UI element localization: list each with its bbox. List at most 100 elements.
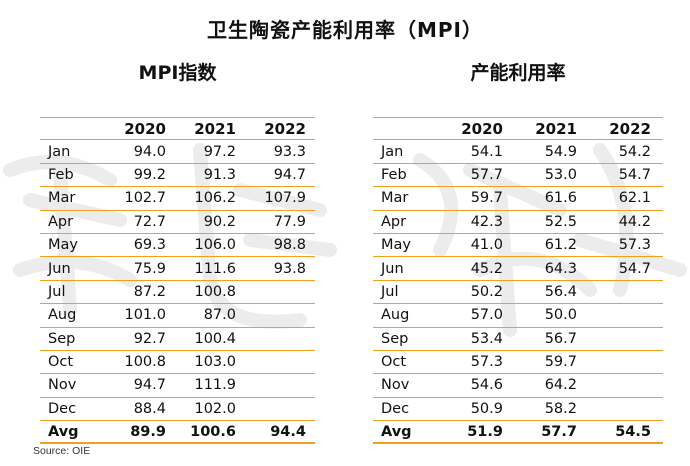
- table-row: Jun 75.9 111.6 93.8: [40, 257, 315, 281]
- month-cell: Sep: [48, 330, 76, 347]
- value-cell: 59.7: [544, 354, 577, 371]
- header-year-cell: 2021: [194, 119, 236, 138]
- table-row: Jun 45.2 64.3 54.7: [373, 257, 663, 281]
- left-table-heading: MPI指数: [138, 62, 217, 84]
- value-cell: 62.1: [618, 190, 651, 207]
- average-value-cell: 54.5: [615, 423, 651, 440]
- value-cell: 99.2: [133, 166, 166, 183]
- mpi-table: 2020 2021 2022 Jan 94.0 97.2 93.3 Feb 99.2 91.3 94…: [40, 117, 315, 445]
- table-row: Jan 94.0 97.2 93.3: [40, 140, 315, 164]
- value-cell: 97.2: [203, 143, 236, 160]
- value-cell: 91.3: [203, 166, 236, 183]
- value-cell: 56.7: [544, 330, 577, 347]
- value-cell: 87.0: [203, 307, 236, 324]
- value-cell: 54.7: [618, 260, 651, 277]
- average-value-cell: 89.9: [130, 423, 166, 440]
- month-cell: Jan: [48, 143, 71, 160]
- value-cell: 100.4: [194, 330, 236, 347]
- table-row: Jul 87.2 100.8: [40, 281, 315, 305]
- table-row: Aug 101.0 87.0: [40, 304, 315, 328]
- average-value-cell: 100.6: [190, 423, 236, 440]
- table-row: Jan 54.1 54.9 54.2: [373, 140, 663, 164]
- value-cell: 94.0: [133, 143, 166, 160]
- value-cell: 45.2: [470, 260, 503, 277]
- value-cell: 102.0: [194, 400, 236, 417]
- month-cell: Jun: [48, 260, 71, 277]
- value-cell: 54.2: [618, 143, 651, 160]
- table-row: Oct 100.8 103.0: [40, 351, 315, 375]
- value-cell: 111.6: [194, 260, 236, 277]
- month-cell: Oct: [48, 354, 74, 371]
- header-year-cell: 2020: [124, 119, 166, 138]
- value-cell: 50.2: [470, 283, 503, 300]
- table-row: Nov 54.6 64.2: [373, 374, 663, 398]
- value-cell: 56.4: [544, 283, 577, 300]
- table-header-row: 2020 2021 2022: [40, 117, 315, 141]
- month-cell: Feb: [48, 166, 74, 183]
- value-cell: 42.3: [470, 213, 503, 230]
- table-row: Jul 50.2 56.4: [373, 281, 663, 305]
- table-row: Sep 53.4 56.7: [373, 328, 663, 351]
- month-cell: Nov: [48, 377, 77, 394]
- table-row: Oct 57.3 59.7: [373, 351, 663, 375]
- value-cell: 93.3: [273, 143, 306, 160]
- table-row: Dec 88.4 102.0: [40, 398, 315, 422]
- month-cell: Jan: [381, 143, 404, 160]
- table-row: May 69.3 106.0 98.8: [40, 234, 315, 258]
- month-cell: Jul: [48, 283, 66, 300]
- header-year-cell: 2021: [535, 119, 577, 138]
- value-cell: 50.0: [544, 307, 577, 324]
- header-year-cell: 2020: [461, 119, 503, 138]
- month-cell: Mar: [48, 190, 76, 207]
- month-cell: Mar: [381, 190, 409, 207]
- month-cell: Nov: [381, 377, 410, 394]
- table-row: Nov 94.7 111.9: [40, 374, 315, 398]
- table-row: Mar 59.7 61.6 62.1: [373, 187, 663, 211]
- header-year-cell: 2022: [609, 119, 651, 138]
- value-cell: 69.3: [133, 237, 166, 254]
- month-cell: Jul: [381, 283, 399, 300]
- value-cell: 64.2: [544, 377, 577, 394]
- value-cell: 57.7: [470, 166, 503, 183]
- value-cell: 75.9: [133, 260, 166, 277]
- month-cell: May: [381, 237, 411, 254]
- table-row: Dec 50.9 58.2: [373, 398, 663, 422]
- value-cell: 94.7: [273, 166, 306, 183]
- value-cell: 103.0: [194, 354, 236, 371]
- value-cell: 77.9: [273, 213, 306, 230]
- value-cell: 41.0: [470, 237, 503, 254]
- header-year-cell: 2022: [264, 119, 306, 138]
- value-cell: 93.8: [273, 260, 306, 277]
- value-cell: 64.3: [544, 260, 577, 277]
- month-cell: Apr: [381, 213, 407, 230]
- average-value-cell: 51.9: [467, 423, 503, 440]
- month-cell: Aug: [381, 307, 410, 324]
- month-cell: Jun: [381, 260, 404, 277]
- page-title: 卫生陶瓷产能利用率（MPI）: [206, 18, 483, 42]
- table-header-row: 2020 2021 2022: [373, 117, 663, 141]
- average-value-cell: 57.7: [541, 423, 577, 440]
- table-row: May 41.0 61.2 57.3: [373, 234, 663, 258]
- table-row: Sep 92.7 100.4: [40, 328, 315, 351]
- table-row: Feb 99.2 91.3 94.7: [40, 164, 315, 188]
- value-cell: 106.0: [194, 237, 236, 254]
- value-cell: 111.9: [194, 377, 236, 394]
- average-label: Avg: [381, 423, 412, 440]
- value-cell: 90.2: [203, 213, 236, 230]
- value-cell: 72.7: [133, 213, 166, 230]
- month-cell: May: [48, 237, 78, 254]
- value-cell: 101.0: [124, 307, 166, 324]
- value-cell: 61.6: [544, 190, 577, 207]
- value-cell: 106.2: [194, 190, 236, 207]
- value-cell: 88.4: [133, 400, 166, 417]
- month-cell: Aug: [48, 307, 77, 324]
- value-cell: 87.2: [133, 283, 166, 300]
- value-cell: 53.0: [544, 166, 577, 183]
- table-row: Mar 102.7 106.2 107.9: [40, 187, 315, 211]
- average-row: Avg 51.9 57.7 54.5: [373, 421, 663, 445]
- value-cell: 57.0: [470, 307, 503, 324]
- utilization-table: 2020 2021 2022 Jan 54.1 54.9 54.2 Feb 57.7 53.0 54…: [373, 117, 663, 445]
- value-cell: 44.2: [618, 213, 651, 230]
- value-cell: 54.7: [618, 166, 651, 183]
- table-row: Aug 57.0 50.0: [373, 304, 663, 328]
